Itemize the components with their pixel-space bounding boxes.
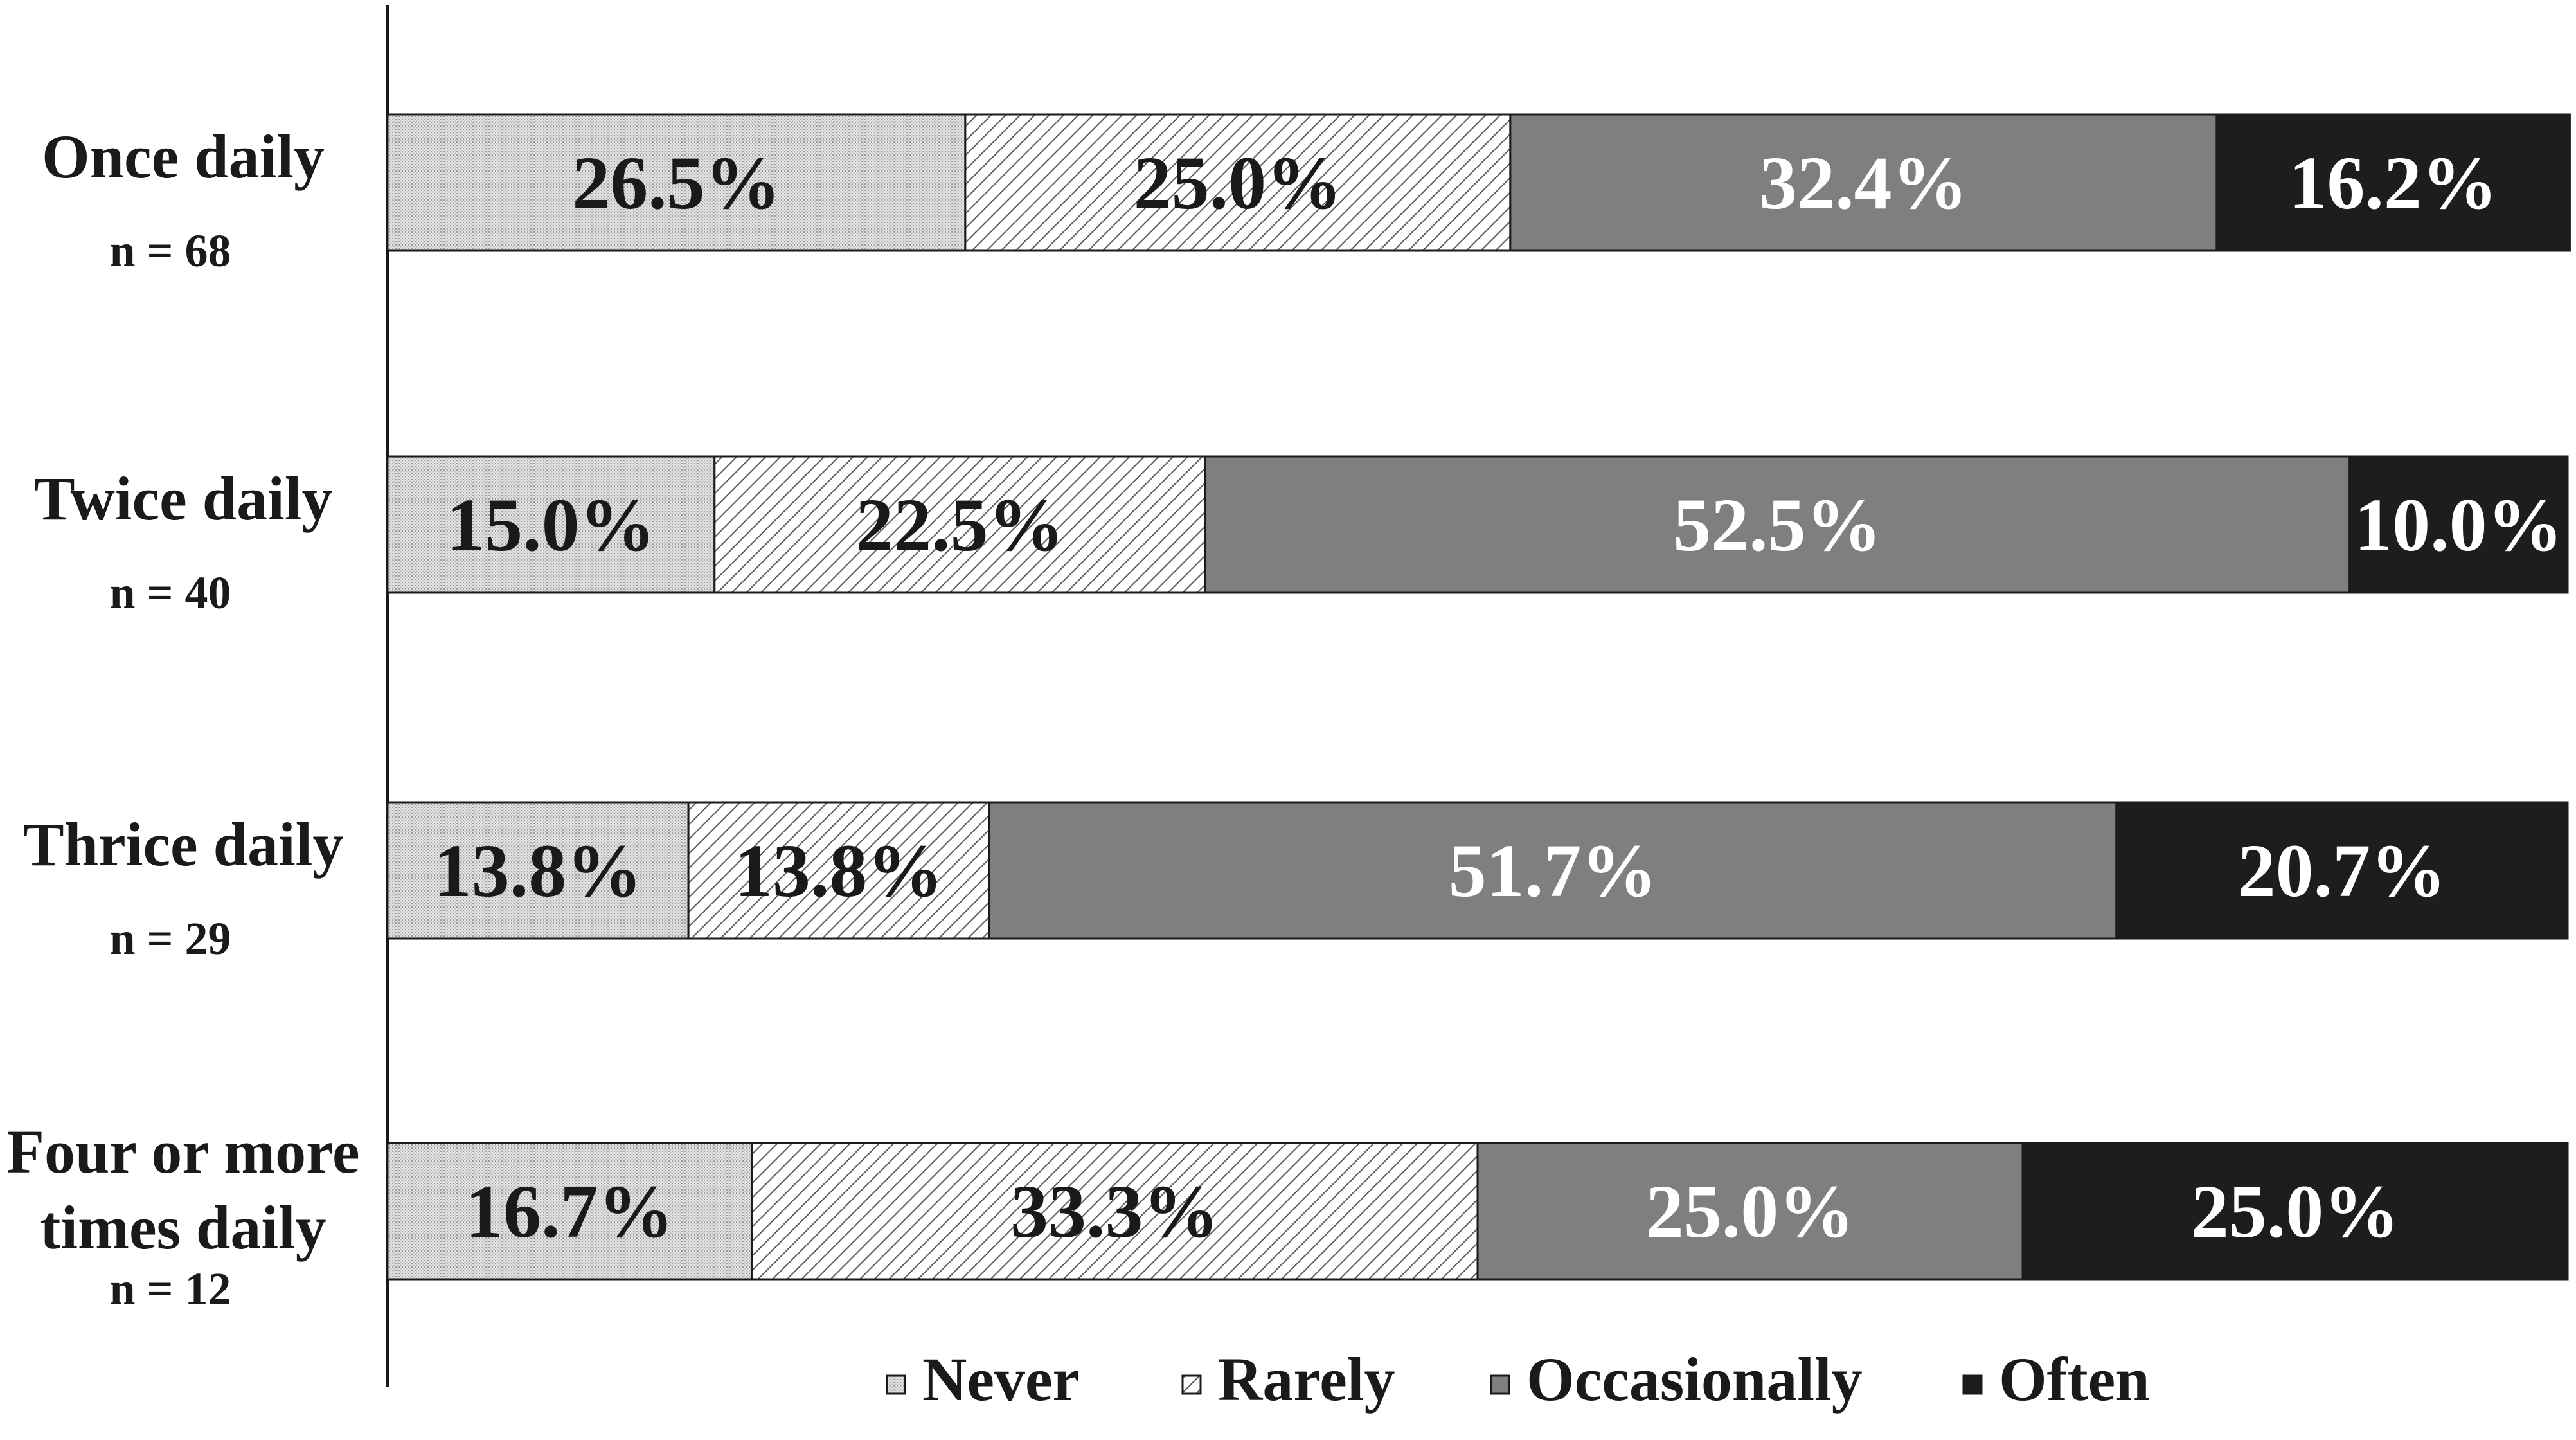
data-label: 25.0% (1134, 141, 1343, 225)
bar-segment-rarely (750, 1142, 1479, 1281)
bar-segment-never (386, 801, 690, 940)
category-label-layer: Once daily n = 68 Twice daily n = 40 Thrice … (6, 122, 359, 1315)
data-label: 20.7% (2238, 829, 2447, 913)
bar-segment-occasionally (988, 801, 2118, 940)
bar-segment-rarely (964, 113, 1512, 252)
legend-swatch-rarely (1181, 1374, 1202, 1395)
data-label: 32.4% (1759, 141, 1968, 225)
category-n-label: n = 68 (109, 225, 231, 276)
category-n-label: n = 12 (109, 1263, 231, 1315)
data-label: 51.7% (1449, 829, 1658, 913)
data-label: 13.8% (434, 829, 643, 913)
data-label: 16.7% (465, 1169, 674, 1254)
bar-segment-occasionally (1509, 113, 2218, 252)
data-label: 22.5% (855, 483, 1064, 567)
category-label: Twice daily (34, 464, 333, 533)
bar-segment-often (2348, 455, 2569, 594)
legend-swatch-never (886, 1374, 906, 1395)
category-label: Four or more (6, 1117, 359, 1186)
data-label: 13.8% (735, 829, 944, 913)
category-label: times daily (40, 1193, 326, 1262)
data-label: 26.5% (572, 141, 781, 225)
bar-segment-occasionally (1476, 1142, 2024, 1281)
bar-segment-often (2215, 113, 2571, 252)
data-label: 52.5% (1673, 483, 1882, 567)
bar-segment-rarely (687, 801, 990, 940)
legend-label-often: Often (1999, 1345, 2150, 1414)
bar-segment-never (386, 1142, 753, 1281)
legend-swatch-occasionally (1490, 1374, 1510, 1395)
data-label: 25.0% (1646, 1169, 1855, 1254)
category-label: Thrice daily (23, 810, 344, 879)
data-label: 16.2% (2289, 141, 2498, 225)
data-label: 10.0% (2354, 483, 2563, 567)
category-n-label: n = 29 (109, 913, 231, 964)
category-n-label: n = 40 (109, 567, 231, 618)
legend: Never Rarely Occasionally Often (886, 1345, 2150, 1414)
legend-label-occasionally: Occasionally (1526, 1345, 1863, 1414)
bar-segment-never (386, 113, 967, 252)
legend-label-rarely: Rarely (1218, 1345, 1395, 1414)
bar-segment-often (2021, 1142, 2569, 1281)
bar-segment-often (2115, 801, 2569, 940)
bar-layer: 26.5% 25.0% 32.4% 16.2% 15.0% 22.5% 52.5% 10.0%… (386, 113, 2571, 1281)
legend-label-never: Never (922, 1345, 1080, 1414)
category-label: Once daily (42, 122, 325, 191)
data-label: 25.0% (2191, 1169, 2400, 1254)
data-label: 33.3% (1010, 1169, 1219, 1254)
legend-swatch-often (1962, 1374, 1983, 1395)
data-label: 15.0% (447, 483, 656, 567)
bar-segment-rarely (713, 455, 1206, 594)
